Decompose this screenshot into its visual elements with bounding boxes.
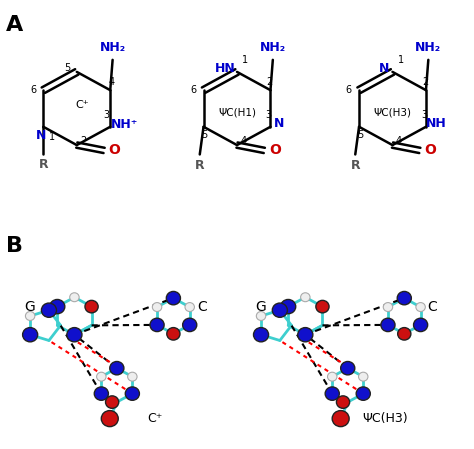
Circle shape — [94, 387, 109, 401]
Circle shape — [150, 318, 164, 332]
Circle shape — [337, 396, 350, 408]
Circle shape — [332, 410, 349, 427]
Circle shape — [125, 387, 139, 401]
Text: ΨC(H3): ΨC(H3) — [374, 107, 411, 117]
Text: G: G — [24, 300, 35, 314]
Text: N: N — [379, 62, 389, 75]
Text: R: R — [195, 158, 205, 172]
Circle shape — [416, 303, 425, 312]
Text: 1: 1 — [49, 132, 55, 142]
Text: NH: NH — [426, 117, 447, 130]
Text: 6: 6 — [190, 85, 196, 95]
Text: B: B — [6, 236, 23, 255]
Circle shape — [23, 328, 37, 342]
Circle shape — [272, 303, 287, 317]
Text: NH₂: NH₂ — [260, 41, 286, 54]
Text: ΨC(H1): ΨC(H1) — [218, 107, 256, 117]
Circle shape — [106, 396, 118, 408]
Circle shape — [398, 328, 411, 340]
Text: NH₂: NH₂ — [415, 41, 441, 54]
Circle shape — [70, 293, 79, 302]
Circle shape — [328, 372, 337, 381]
Text: N: N — [36, 129, 46, 142]
Circle shape — [383, 303, 392, 312]
Text: N: N — [274, 117, 284, 130]
Circle shape — [254, 328, 269, 342]
Text: 5: 5 — [357, 130, 363, 140]
Circle shape — [185, 303, 194, 312]
Circle shape — [413, 318, 428, 332]
Text: 4: 4 — [108, 77, 114, 87]
Circle shape — [26, 312, 35, 321]
Circle shape — [281, 299, 296, 314]
Circle shape — [341, 361, 355, 375]
Text: HN: HN — [215, 62, 236, 75]
Circle shape — [358, 372, 368, 381]
Circle shape — [110, 361, 124, 375]
Text: NH⁺: NH⁺ — [111, 118, 138, 131]
Text: 4: 4 — [240, 136, 246, 145]
Circle shape — [101, 410, 118, 427]
Text: 4: 4 — [396, 136, 402, 145]
Circle shape — [356, 387, 370, 401]
Circle shape — [50, 299, 65, 314]
Text: 3: 3 — [421, 110, 427, 120]
Text: 2: 2 — [422, 77, 428, 87]
Circle shape — [256, 312, 266, 321]
Text: G: G — [255, 300, 266, 314]
Circle shape — [298, 328, 313, 342]
Text: 3: 3 — [103, 110, 109, 120]
Text: 2: 2 — [266, 77, 273, 87]
Text: NH₂: NH₂ — [100, 41, 126, 54]
Circle shape — [152, 303, 162, 312]
Text: O: O — [269, 143, 281, 158]
Circle shape — [128, 372, 137, 381]
Text: 2: 2 — [80, 136, 87, 145]
Circle shape — [325, 387, 339, 401]
Text: C: C — [197, 300, 207, 314]
Text: A: A — [6, 15, 23, 35]
Circle shape — [316, 300, 329, 313]
Text: R: R — [38, 158, 48, 171]
Text: 1: 1 — [398, 55, 404, 65]
Text: 5: 5 — [201, 130, 208, 140]
Text: 5: 5 — [64, 63, 71, 73]
Circle shape — [97, 372, 106, 381]
Circle shape — [85, 300, 98, 313]
Text: C: C — [428, 300, 438, 314]
Text: 1: 1 — [242, 55, 248, 65]
Circle shape — [41, 303, 56, 317]
Circle shape — [167, 328, 180, 340]
Text: 6: 6 — [346, 85, 352, 95]
Text: C⁺: C⁺ — [147, 412, 162, 425]
Text: R: R — [350, 158, 360, 172]
Circle shape — [182, 318, 197, 332]
Text: C⁺: C⁺ — [76, 100, 89, 110]
Circle shape — [397, 291, 411, 305]
Circle shape — [67, 328, 82, 342]
Text: O: O — [424, 143, 436, 158]
Circle shape — [166, 291, 181, 305]
Circle shape — [301, 293, 310, 302]
Text: O: O — [109, 143, 120, 158]
Text: 3: 3 — [265, 110, 272, 120]
Circle shape — [381, 318, 395, 332]
Text: 6: 6 — [30, 85, 36, 95]
Text: ΨC(H3): ΨC(H3) — [363, 412, 408, 425]
